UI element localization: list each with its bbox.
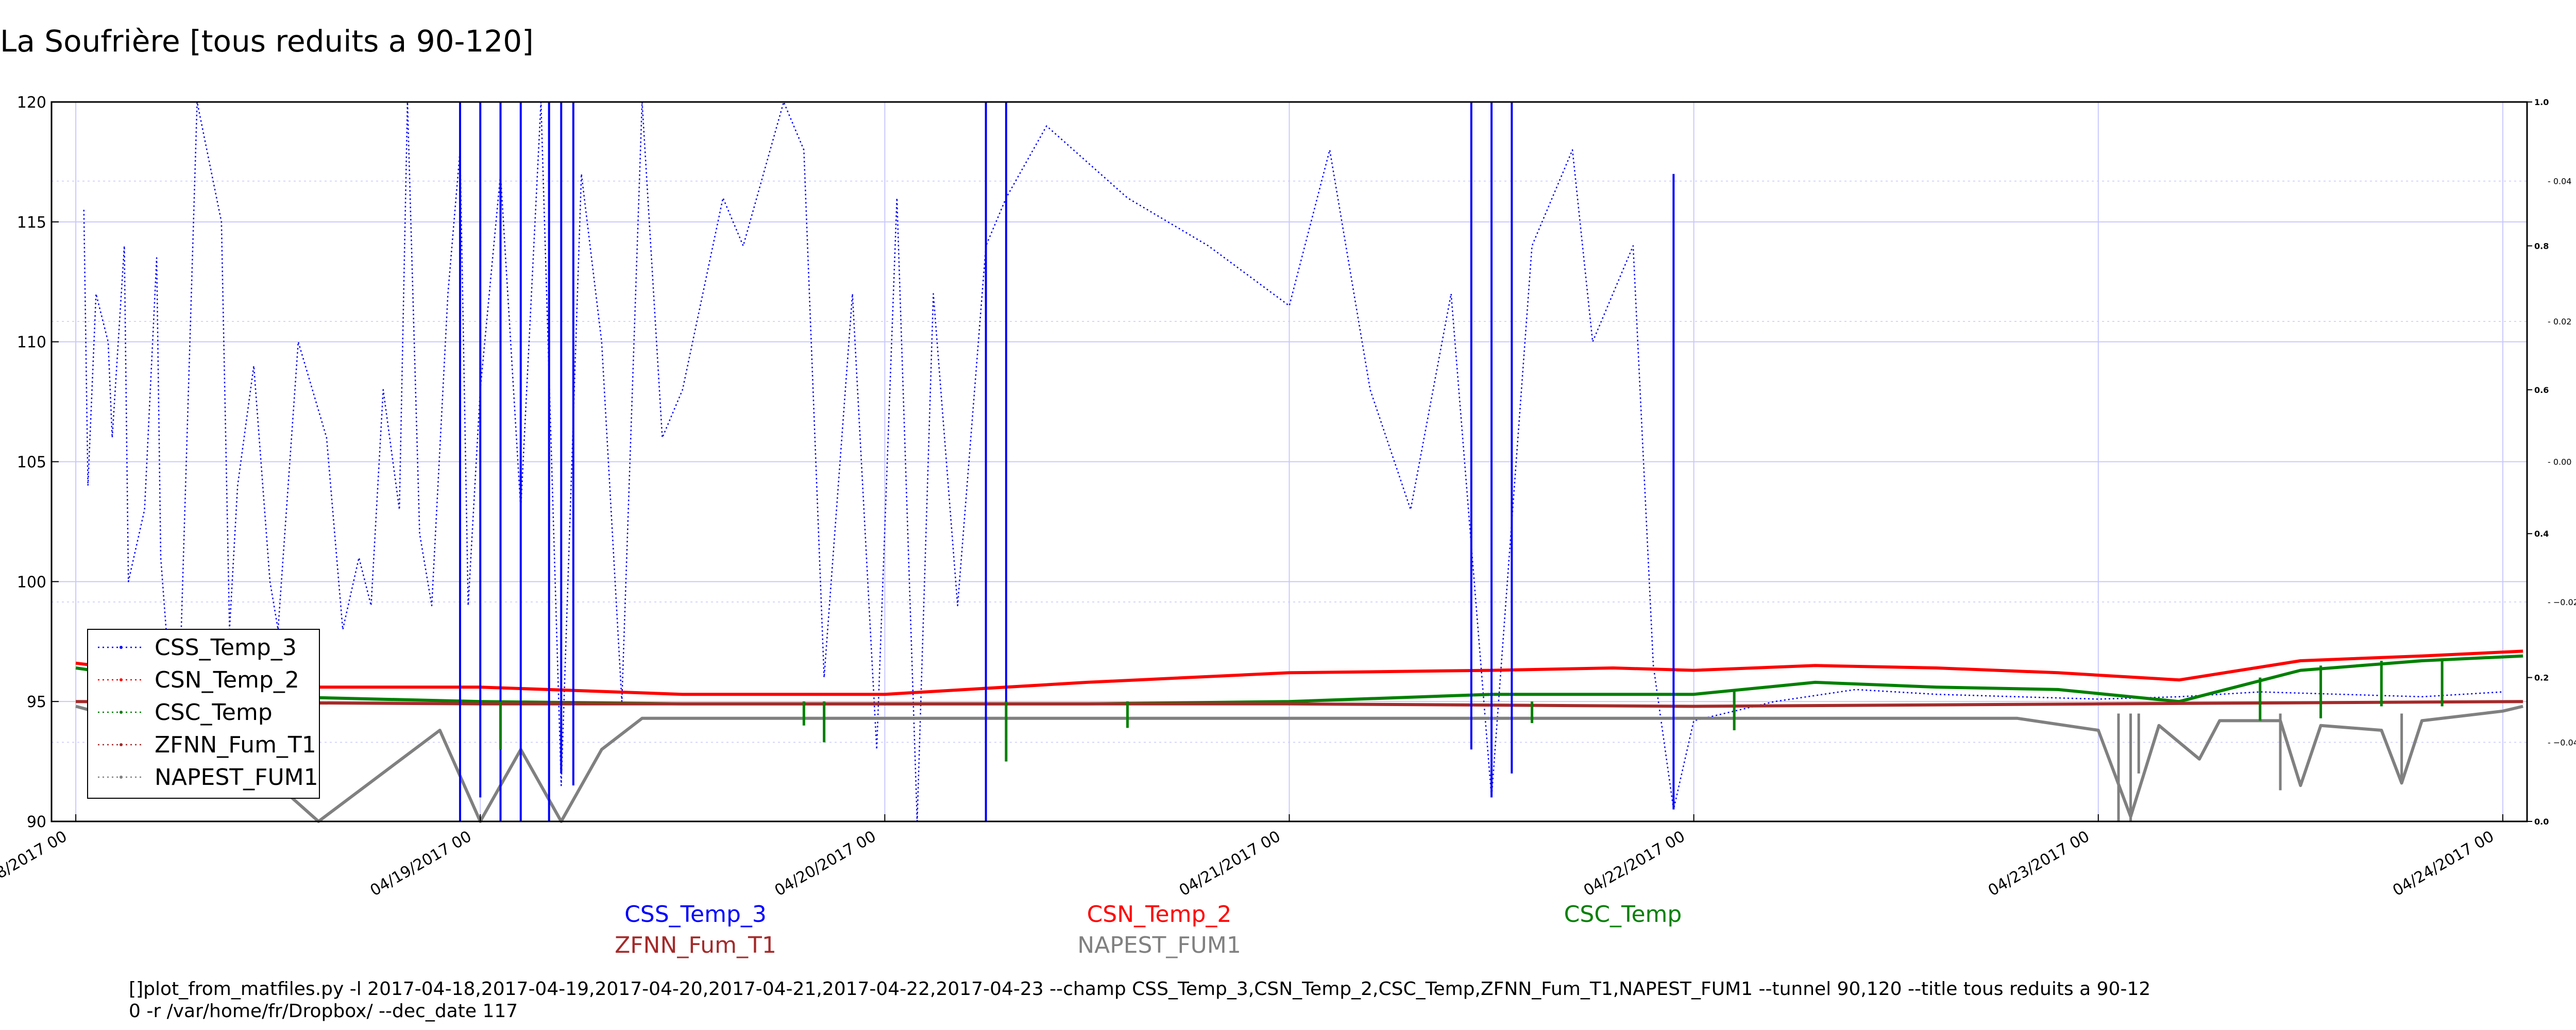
legend-marker <box>120 743 123 746</box>
bottom-legend-label: CSN_Temp_2 <box>1087 901 1232 928</box>
legend-label: CSS_Temp_3 <box>155 634 297 661</box>
right-tick-label: 1.0 <box>2534 97 2549 107</box>
plot-series <box>75 101 2523 823</box>
chart-title: La Soufrière [tous reduits a 90-120] <box>0 24 534 59</box>
series-csn-temp-2 <box>75 649 2523 696</box>
legend-box <box>87 629 320 799</box>
legend-label: NAPEST_FUM1 <box>155 764 318 791</box>
x-tick-label: 04/20/2017 00 <box>772 828 879 900</box>
right-tick-label: 0.8 <box>2534 241 2549 251</box>
legend-marker <box>120 678 123 681</box>
command-line-caption: []plot_from_matfiles.py -l 2017-04-18,20… <box>129 978 2150 1022</box>
right-minor-tick-label: - 0.00 <box>2548 457 2571 467</box>
right-minor-tick-label: - 0.02 <box>2548 317 2571 327</box>
y-tick-label: 95 <box>27 693 46 711</box>
legend-label: ZFNN_Fum_T1 <box>155 732 316 758</box>
y-tick-label: 110 <box>17 334 46 352</box>
legend-label: CSN_Temp_2 <box>155 667 299 693</box>
y-tick-label: 120 <box>17 94 46 112</box>
bottom-legend-label: ZFNN_Fum_T1 <box>615 932 776 958</box>
x-tick-label: 04/23/2017 00 <box>1985 828 2093 900</box>
bottom-legend: CSS_Temp_3 CSN_Temp_2 CSC_Temp ZFNN_Fum_T1 N… <box>615 901 1682 958</box>
y-tick-label: 100 <box>17 573 46 591</box>
right-axis: 1.0 0.8 0.6 0.4 0.2 0.0 - 0.04 - 0.02 - 0.00 - −0… <box>2527 97 2576 827</box>
command-line-text: 0 -r /var/home/fr/Dropbox/ --dec_date 11… <box>129 1001 518 1022</box>
right-minor-tick-label: - −0.02 <box>2548 597 2576 607</box>
y-tick-label: 90 <box>27 813 46 831</box>
y-tick-label: 105 <box>17 454 46 472</box>
right-minor-tick-label: - 0.04 <box>2548 177 2571 186</box>
bottom-legend-label: CSC_Temp <box>1564 901 1682 928</box>
command-line-text: []plot_from_matfiles.py -l 2017-04-18,20… <box>129 978 2150 1000</box>
legend-label: CSC_Temp <box>155 699 273 726</box>
grid-lines <box>52 101 2527 822</box>
right-tick-label: 0.4 <box>2534 529 2549 539</box>
legend-marker <box>120 711 123 714</box>
y-tick-label: 115 <box>17 214 46 232</box>
x-tick-label: 04/24/2017 00 <box>2389 828 2497 900</box>
legend: CSS_Temp_3 CSN_Temp_2 CSC_Temp ZFNN_Fum_T1 N… <box>87 629 320 799</box>
bottom-legend-label: NAPEST_FUM1 <box>1077 932 1241 958</box>
y-axis: 90 95 100 105 110 115 120 <box>17 94 59 831</box>
legend-marker <box>120 646 123 649</box>
right-minor-tick-label: - −0.04 <box>2548 737 2576 747</box>
x-axis: 04/18/2017 00 04/19/2017 00 04/20/2017 00 0… <box>0 814 2503 900</box>
right-tick-label: 0.6 <box>2534 385 2549 395</box>
series-napest-fum1 <box>75 705 2523 823</box>
bottom-legend-label: CSS_Temp_3 <box>624 901 767 928</box>
right-tick-label: 0.2 <box>2534 673 2549 683</box>
x-tick-label: 04/18/2017 00 <box>0 828 70 900</box>
legend-marker <box>120 776 123 779</box>
x-tick-label: 04/22/2017 00 <box>1581 828 1688 900</box>
x-tick-label: 04/19/2017 00 <box>367 828 475 900</box>
x-tick-label: 04/21/2017 00 <box>1176 828 1284 900</box>
right-tick-label: 0.0 <box>2534 817 2549 827</box>
